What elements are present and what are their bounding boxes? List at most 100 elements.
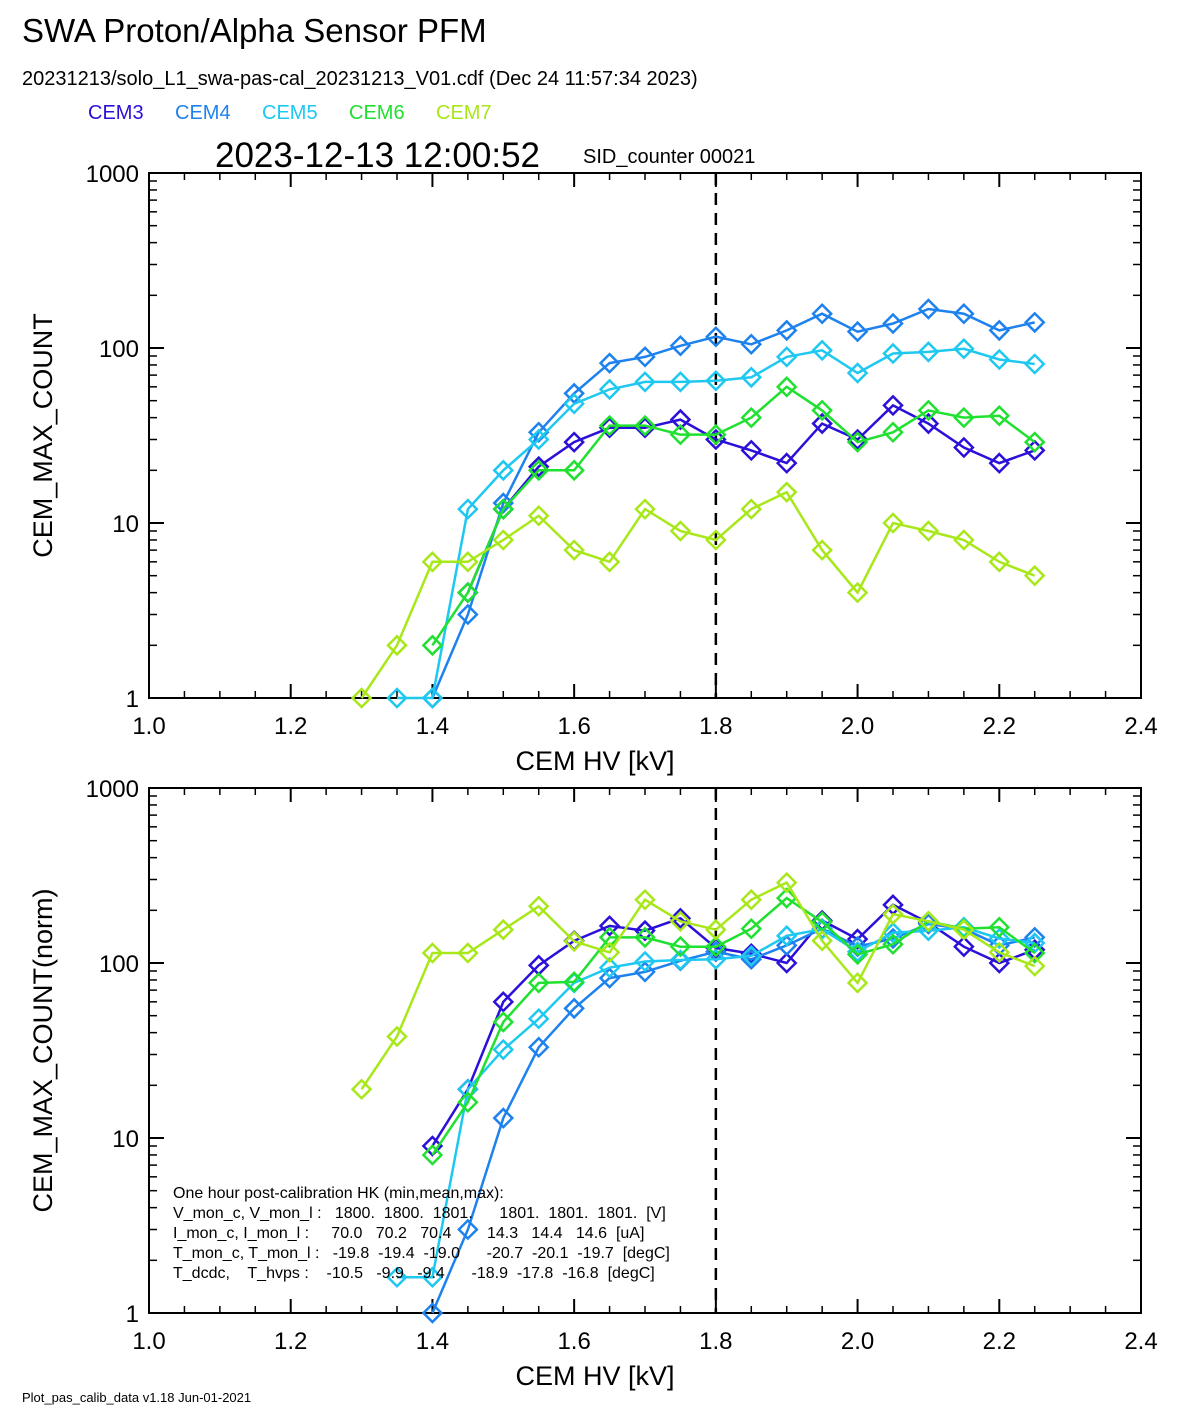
panel1-x-tick-label: 2.0 (841, 1328, 874, 1355)
panel0-data-point-cem3 (811, 412, 833, 435)
panel1-data-point-cem7 (705, 918, 727, 941)
panel0-data-point-cem4 (705, 325, 727, 348)
panel1-series-line-cem3 (431, 903, 1036, 1147)
hk-box-line: I_mon_c, I_mon_l : 70.0 70.2 70.4 14.3 1… (173, 1225, 644, 1242)
panel0-data-point-cem7 (775, 481, 798, 503)
panel0-data-point-cem5 (492, 459, 515, 482)
panel0-series-line-cem4 (431, 307, 1035, 699)
panel1-data-point-cem3 (634, 919, 656, 942)
panel0-data-point-cem7 (598, 551, 621, 573)
panel0-data-point-cem6 (1023, 431, 1046, 453)
panel0-data-point-cem4 (917, 298, 940, 320)
panel1-data-point-cem7 (563, 930, 585, 953)
footer-version-label: Plot_pas_calib_data v1.18 Jun-01-2021 (22, 1390, 251, 1405)
panel0-data-point-cem7 (527, 504, 550, 527)
panel0-data-point-cem5 (386, 687, 408, 709)
panel0-data-point-cem3 (953, 436, 975, 459)
panel1-y-tick-label: 1 (126, 1301, 139, 1328)
panel0-data-point-cem6 (882, 421, 904, 444)
panel1-data-point-cem4 (563, 997, 585, 1020)
panel1-data-point-cem7 (669, 910, 692, 933)
panel1-data-point-cem6 (882, 933, 904, 956)
panel1-data-point-cem5 (598, 956, 621, 979)
panel1-y-tick-label: 1000 (86, 776, 139, 803)
panel1-data-point-cem3 (775, 952, 798, 974)
panel1-data-point-cem6 (527, 972, 550, 994)
panel0-series-line-cem6 (431, 385, 1036, 646)
panel0-data-point-cem5 (705, 369, 727, 392)
panel0-data-point-cem6 (988, 404, 1011, 427)
panel0-data-point-cem5 (740, 366, 763, 389)
panel1-x-tick-label: 2.4 (1124, 1328, 1157, 1355)
panel0-x-tick-label: 1.6 (557, 713, 590, 740)
panel0-data-point-cem7 (917, 520, 940, 542)
panel1-data-point-cem7 (634, 888, 656, 911)
panel1-x-tick-label: 1.6 (557, 1328, 590, 1355)
panel1-data-point-cem7 (598, 941, 621, 964)
panel1-data-point-cem7 (527, 895, 550, 918)
panel0-data-point-cem6 (846, 431, 869, 453)
panel0-data-point-cem6 (669, 423, 692, 446)
panel0-data-point-cem5 (953, 337, 975, 360)
panel0-data-point-cem3 (1023, 439, 1046, 462)
panel0-data-point-cem4 (846, 320, 869, 343)
legend-entry-cem5: CEM5 (262, 102, 318, 124)
panel0-data-point-cem6 (598, 414, 621, 437)
panel0-x-tick-label: 1.2 (274, 713, 307, 740)
panel0-x-tick-label: 1.4 (416, 713, 449, 740)
file-info-line: 20231213/solo_L1_swa-pas-cal_20231213_V0… (22, 68, 698, 90)
panel0-x-tick-label: 1.0 (132, 713, 165, 740)
panel0-data-point-cem6 (811, 399, 833, 422)
panel0-data-point-cem5 (775, 346, 798, 368)
panel1-data-point-cem3 (953, 935, 975, 958)
panel1-data-point-cem7 (492, 918, 515, 941)
panel1-data-point-cem7 (882, 903, 904, 925)
panel0-data-point-cem6 (563, 459, 585, 482)
panel0-y-tick-label: 1 (126, 686, 139, 713)
panel1-data-point-cem5 (634, 950, 656, 973)
panel1-data-point-cem5 (492, 1038, 515, 1061)
panel0-data-point-cem4 (882, 312, 904, 335)
panel0-y-tick-label: 100 (99, 336, 139, 363)
panel1-data-point-cem5 (775, 925, 798, 947)
panel1-data-point-cem5 (988, 927, 1011, 950)
panel0-data-point-cem6 (634, 414, 656, 437)
timestamp-label: 2023-12-13 12:00:52 (215, 136, 540, 175)
panel1-data-point-cem3 (598, 915, 621, 937)
panel0-data-point-cem4 (988, 319, 1011, 342)
panel1-data-point-cem6 (669, 935, 692, 958)
panel1-data-point-cem5 (705, 948, 727, 971)
panel0-x-tick-label: 2.0 (841, 713, 874, 740)
panel0-data-point-cem7 (386, 634, 408, 657)
panel0-x-tick-label: 2.4 (1124, 713, 1157, 740)
panel0-data-point-cem3 (882, 394, 904, 417)
panel0-data-point-cem4 (811, 302, 833, 325)
panel1-data-point-cem7 (1023, 955, 1046, 977)
panel0-data-point-cem4 (775, 319, 798, 342)
panel0-data-point-cem7 (953, 529, 975, 551)
panel0-data-point-cem5 (421, 687, 444, 709)
panel0-data-point-cem6 (421, 634, 444, 657)
panel1-y-tick-label: 100 (99, 951, 139, 978)
panel0-data-point-cem3 (740, 439, 763, 462)
panel0-y-tick-label: 10 (112, 511, 139, 538)
panel0-data-point-cem6 (705, 423, 727, 446)
panel0-data-point-cem7 (350, 687, 373, 709)
panel1-data-point-cem7 (953, 918, 975, 941)
panel0-data-point-cem7 (669, 520, 692, 542)
top-chart-panel: 1.0 1.2 1.4 1.6 1.8 2.0 2.2 2.4 1 10 100 1000 CEM HV… (28, 161, 1158, 776)
panel0-series-line-cem3 (466, 403, 1036, 594)
panel1-data-point-cem6 (775, 887, 798, 909)
panel0-data-point-cem5 (988, 348, 1011, 371)
panel0-x-axis-title: CEM HV [kV] (515, 746, 674, 776)
panel1-data-point-cem7 (775, 871, 798, 894)
hk-box-line: T_dcdc, T_hvps : -10.5 -9.9 -9.4 -18.9 -… (173, 1265, 655, 1282)
panel1-data-point-cem4 (421, 1302, 444, 1324)
panel1-data-point-cem5 (669, 949, 692, 971)
bottom-chart-panel: 1.0 1.2 1.4 1.6 1.8 2.0 2.2 2.4 1 10 100 1000 CEM HV… (28, 776, 1158, 1391)
panel1-data-point-cem4 (598, 967, 621, 989)
panel0-data-point-cem4 (1023, 311, 1046, 334)
hk-summary-box: One hour post-calibration HK (min,mean,m… (173, 1185, 670, 1282)
panel1-data-point-cem7 (811, 929, 833, 952)
